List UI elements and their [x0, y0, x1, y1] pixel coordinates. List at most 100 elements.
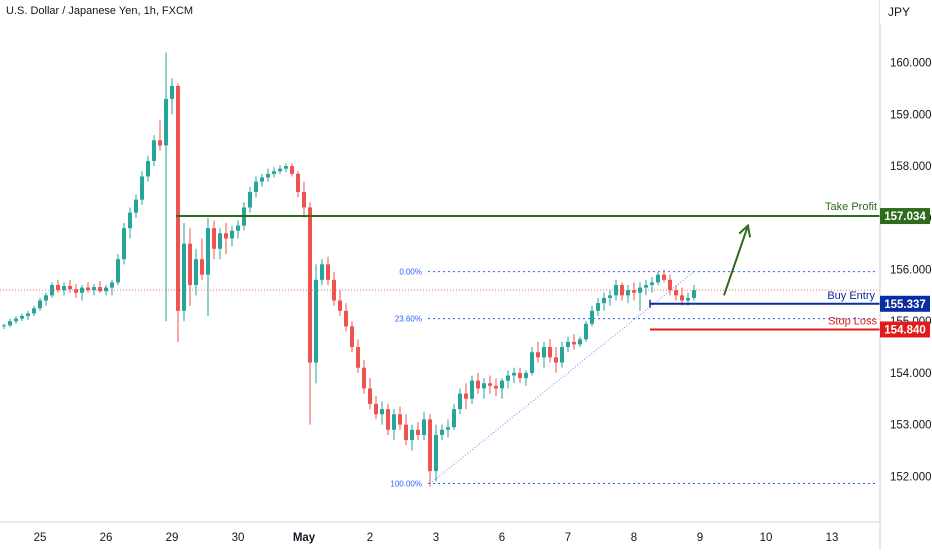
- candle-body: [392, 414, 396, 430]
- time-tick-label: 13: [826, 532, 839, 544]
- candle-body: [374, 403, 378, 415]
- candle-body: [146, 160, 150, 177]
- candle-body: [326, 264, 330, 280]
- candle-body: [428, 419, 432, 472]
- price-tick-label: 152.000: [890, 471, 932, 483]
- price-axis[interactable]: 160.000159.000158.000157.000156.000155.0…: [880, 58, 932, 484]
- candle-body: [200, 259, 204, 275]
- take-profit-label: Take Profit: [825, 201, 877, 213]
- candle-body: [194, 259, 198, 286]
- target-arrow-head: [738, 223, 752, 238]
- time-tick-label: May: [293, 532, 316, 544]
- candle-body: [686, 297, 690, 301]
- candle-body: [440, 429, 444, 435]
- candle-body: [464, 393, 468, 399]
- candle-body: [584, 323, 588, 340]
- candle-body: [398, 414, 402, 425]
- candle-body: [224, 233, 228, 239]
- candle-body: [188, 243, 192, 286]
- candle-body: [2, 325, 6, 327]
- currency-box: [880, 0, 932, 24]
- candle-body: [350, 326, 354, 348]
- candle-body: [416, 429, 420, 435]
- candle-body: [578, 339, 582, 345]
- candle-body: [290, 166, 294, 174]
- candle-body: [632, 290, 636, 293]
- candle-body: [206, 228, 210, 275]
- candle-body: [272, 171, 276, 174]
- candle-body: [86, 287, 90, 291]
- candle-body: [182, 243, 186, 311]
- candle-body: [644, 285, 648, 288]
- candle-body: [104, 287, 108, 292]
- candle-body: [620, 285, 624, 296]
- level-layer: [176, 215, 880, 331]
- candle-body: [152, 140, 156, 161]
- buy-entry-price-badge: 155.337: [884, 299, 926, 311]
- candle-body: [20, 316, 24, 319]
- candle-body: [368, 388, 372, 404]
- candle-body: [98, 287, 102, 292]
- take-profit-price-badge: 157.034: [884, 211, 926, 223]
- time-axis[interactable]: 25 26 29 30 May 2 3 6 7 8 9 10 13: [34, 532, 839, 544]
- candle-body: [176, 85, 180, 311]
- fib-level-label: 100.00%: [390, 480, 422, 489]
- candle-body: [692, 290, 696, 298]
- time-tick-label: 26: [100, 532, 113, 544]
- time-tick-label: 29: [166, 532, 179, 544]
- candle-body: [458, 393, 462, 410]
- candle-body: [542, 347, 546, 358]
- time-tick-label: 8: [631, 532, 637, 544]
- candle-body: [14, 318, 18, 322]
- stop-loss-price-badge: 154.840: [884, 324, 926, 336]
- candle-body: [68, 286, 72, 290]
- stop-loss-label: Stop Loss: [828, 315, 877, 327]
- candle-body: [638, 287, 642, 293]
- candle-body: [296, 173, 300, 192]
- time-tick-label: 25: [34, 532, 47, 544]
- candle-body: [32, 308, 36, 314]
- candle-body: [602, 297, 606, 304]
- candle-body: [518, 372, 522, 379]
- candle-body: [284, 166, 288, 169]
- candle-body: [260, 177, 264, 182]
- candle-body: [266, 173, 270, 178]
- candle-body: [134, 199, 138, 213]
- candle-body: [320, 264, 324, 280]
- candle-body: [476, 380, 480, 389]
- candle-body: [674, 290, 678, 296]
- price-tick-label: 156.000: [890, 265, 932, 277]
- candle-body: [56, 285, 60, 291]
- candle-body: [452, 409, 456, 428]
- candle-body: [62, 286, 66, 291]
- candle-body: [566, 341, 570, 348]
- candle-body: [662, 274, 666, 280]
- candle-body: [50, 285, 54, 296]
- price-tick-label: 153.000: [890, 420, 932, 432]
- candle-body: [386, 409, 390, 430]
- candle-body: [380, 409, 384, 415]
- candle-body: [26, 313, 30, 317]
- time-tick-label: 7: [565, 532, 571, 544]
- candle-body: [344, 310, 348, 327]
- candle-body: [122, 228, 126, 260]
- candle-body: [164, 98, 168, 146]
- candle-body: [656, 274, 660, 283]
- candle-body: [338, 300, 342, 311]
- candle-body: [536, 352, 540, 358]
- candle-body: [524, 372, 528, 379]
- candle-body: [650, 282, 654, 286]
- candle-body: [560, 347, 564, 363]
- candle-body: [590, 310, 594, 324]
- candle-body: [404, 424, 408, 441]
- candle-body: [8, 321, 12, 326]
- time-tick-label: 2: [367, 532, 373, 544]
- candle-body: [512, 372, 516, 376]
- candle-body: [74, 289, 78, 293]
- candle-body: [488, 383, 492, 386]
- candle-body: [116, 259, 120, 283]
- candle-body: [554, 357, 558, 363]
- candle-body: [302, 191, 306, 208]
